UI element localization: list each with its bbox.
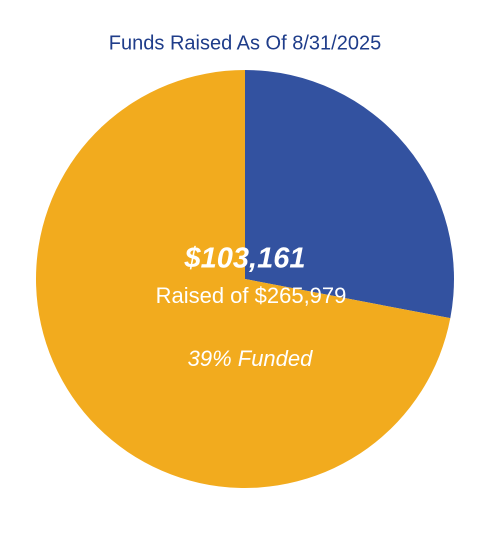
- pie-slice: [35, 70, 451, 488]
- chart-title: Funds Raised As Of 8/31/2025: [109, 32, 381, 54]
- goal-text: Raised of $265,979: [156, 283, 347, 308]
- funded-percent: 39% Funded: [188, 346, 314, 371]
- pie: [35, 70, 455, 488]
- pie-slice: [245, 70, 455, 319]
- raised-amount: $103,161: [184, 243, 306, 275]
